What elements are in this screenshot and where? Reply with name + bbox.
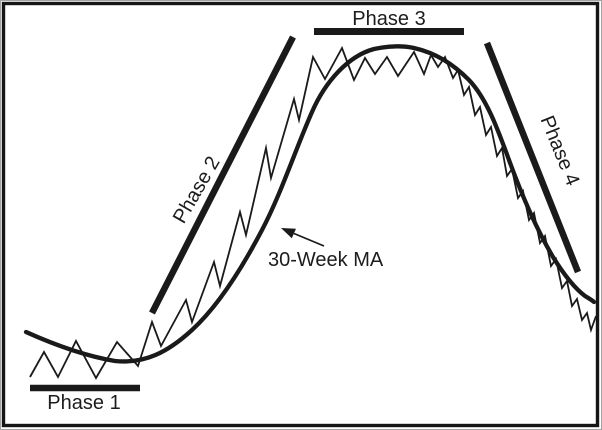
moving-average-curve bbox=[23, 44, 597, 364]
ma-annotation-label: 30-Week MA bbox=[268, 249, 384, 271]
phase1-label: Phase 1 bbox=[47, 392, 120, 414]
ma-annotation-arrowhead-icon bbox=[281, 228, 296, 239]
phase3-label: Phase 3 bbox=[352, 8, 425, 30]
phase4-bar bbox=[483, 41, 582, 274]
phase2-bar bbox=[149, 35, 296, 315]
ma-annotation-arrow-line bbox=[293, 232, 325, 247]
